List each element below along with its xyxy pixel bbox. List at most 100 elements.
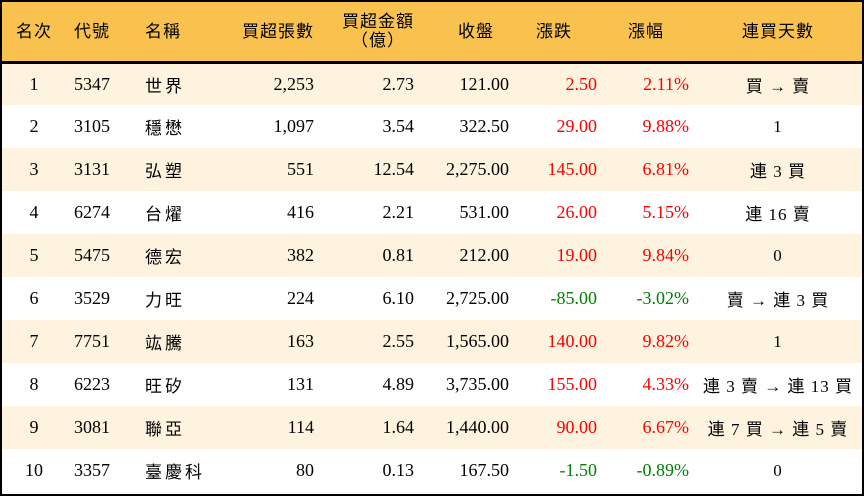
table-row: 1 5347 世界 2,253 2.73 121.00 2.50 2.11% 買…: [2, 62, 862, 105]
cell-close: 1,565.00: [446, 331, 509, 351]
cell-name: 世界: [145, 76, 185, 97]
header-name: 名稱: [126, 2, 208, 64]
cell-change-pct: 6.81%: [642, 159, 690, 179]
cell-code: 6274: [74, 202, 110, 222]
cell-close: 531.00: [459, 202, 510, 222]
cell-change-pct: 5.15%: [642, 202, 690, 222]
cell-code: 3081: [74, 417, 110, 437]
header-rank: 名次: [2, 2, 64, 64]
cell-change: 19.00: [556, 245, 598, 265]
cell-code: 3131: [74, 159, 110, 179]
table-header: 名次 代號 名稱 買超張數 買超金額 （億） 收盤 漲跌 漲幅 連買天數: [2, 2, 862, 64]
cell-name: 聯亞: [145, 420, 185, 440]
cell-net-buy-lots: 551: [287, 159, 314, 179]
table-row: 6 3529 力旺 224 6.10 2,725.00 -85.00 -3.02…: [2, 277, 862, 320]
table-row: 2 3105 穩懋 1,097 3.54 322.50 29.00 9.88% …: [2, 105, 862, 148]
cell-name: 力旺: [145, 291, 185, 311]
cell-close: 121.00: [459, 73, 510, 94]
cell-streak: 連 7 買 → 連 5 賣: [707, 420, 849, 439]
header-net-buy-amount: 買超金額 （億）: [320, 2, 422, 64]
cell-rank: 10: [25, 460, 43, 480]
cell-rank: 9: [29, 417, 39, 437]
cell-net-buy-amount: 4.89: [382, 374, 415, 394]
table-body: 1 5347 世界 2,253 2.73 121.00 2.50 2.11% 買…: [2, 62, 862, 492]
header-change-pct: 漲幅: [602, 2, 694, 64]
cell-name: 弘塑: [145, 162, 185, 182]
cell-change-pct: 9.88%: [642, 116, 690, 136]
cell-streak: 賣 → 連 3 買: [726, 291, 830, 310]
cell-change: 140.00: [547, 331, 598, 351]
cell-change: 29.00: [556, 116, 598, 136]
cell-close: 1,440.00: [446, 417, 509, 437]
header-code: 代號: [64, 2, 126, 64]
cell-net-buy-lots: 416: [287, 202, 314, 222]
cell-net-buy-lots: 80: [296, 460, 314, 480]
cell-name: 臺慶科: [145, 463, 205, 483]
cell-change: 90.00: [556, 417, 598, 437]
cell-change-pct: 6.67%: [642, 417, 690, 437]
cell-net-buy-lots: 131: [287, 374, 314, 394]
cell-rank: 4: [29, 202, 39, 222]
cell-code: 5347: [74, 73, 110, 94]
cell-net-buy-amount: 2.73: [382, 73, 415, 94]
cell-rank: 8: [29, 374, 39, 394]
header-net-buy-amount-line1: 買超金額: [342, 12, 414, 32]
cell-change: -1.50: [559, 460, 598, 480]
cell-net-buy-amount: 0.81: [382, 245, 415, 265]
cell-name: 旺矽: [145, 377, 185, 397]
cell-net-buy-amount: 6.10: [382, 288, 415, 308]
cell-rank: 5: [29, 245, 39, 265]
cell-change: 26.00: [556, 202, 598, 222]
cell-net-buy-amount: 0.13: [382, 460, 415, 480]
cell-change-pct: 2.11%: [643, 73, 689, 94]
cell-net-buy-amount: 3.54: [382, 116, 415, 136]
cell-net-buy-lots: 2,253: [273, 73, 315, 94]
cell-close: 3,735.00: [446, 374, 509, 394]
table-row: 8 6223 旺矽 131 4.89 3,735.00 155.00 4.33%…: [2, 363, 862, 406]
cell-streak: 1: [773, 331, 783, 351]
cell-change-pct: 9.82%: [642, 331, 690, 351]
cell-rank: 2: [29, 116, 39, 136]
cell-change: -85.00: [550, 288, 598, 308]
cell-code: 3529: [74, 288, 110, 308]
cell-close: 2,725.00: [446, 288, 509, 308]
cell-name: 穩懋: [145, 119, 185, 139]
cell-net-buy-amount: 12.54: [373, 159, 415, 179]
cell-change: 2.50: [565, 73, 598, 94]
cell-close: 2,275.00: [446, 159, 509, 179]
table-row: 4 6274 台燿 416 2.21 531.00 26.00 5.15% 連 …: [2, 191, 862, 234]
cell-change-pct: 9.84%: [642, 245, 690, 265]
cell-streak: 連 3 賣 → 連 13 買: [703, 377, 853, 396]
cell-change-pct: -3.02%: [636, 288, 690, 308]
cell-rank: 3: [29, 159, 39, 179]
cell-streak: 連 16 賣: [745, 205, 811, 224]
table-row: 5 5475 德宏 382 0.81 212.00 19.00 9.84% 0: [2, 234, 862, 277]
cell-code: 3105: [74, 116, 110, 136]
cell-streak: 0: [773, 460, 783, 480]
cell-net-buy-lots: 224: [287, 288, 314, 308]
cell-net-buy-lots: 163: [287, 331, 314, 351]
header-streak: 連買天數: [694, 2, 862, 64]
header-net-buy-lots: 買超張數: [208, 2, 320, 64]
cell-rank: 1: [29, 73, 39, 94]
cell-change: 145.00: [547, 159, 598, 179]
header-row: 名次 代號 名稱 買超張數 買超金額 （億） 收盤 漲跌 漲幅 連買天數: [2, 2, 862, 64]
cell-rank: 7: [29, 331, 39, 351]
cell-streak: 連 3 買: [750, 162, 806, 181]
cell-change-pct: 4.33%: [642, 374, 690, 394]
cell-net-buy-amount: 1.64: [382, 417, 415, 437]
cell-code: 6223: [74, 374, 110, 394]
cell-close: 212.00: [459, 245, 510, 265]
cell-streak: 買 → 賣: [745, 76, 811, 96]
cell-code: 5475: [74, 245, 110, 265]
cell-name: 德宏: [145, 248, 185, 268]
cell-net-buy-amount: 2.55: [382, 331, 415, 351]
cell-code: 7751: [74, 331, 110, 351]
cell-name: 台燿: [145, 205, 185, 225]
header-change: 漲跌: [514, 2, 602, 64]
table-row: 9 3081 聯亞 114 1.64 1,440.00 90.00 6.67% …: [2, 406, 862, 449]
cell-net-buy-lots: 382: [287, 245, 314, 265]
cell-close: 322.50: [459, 116, 510, 136]
